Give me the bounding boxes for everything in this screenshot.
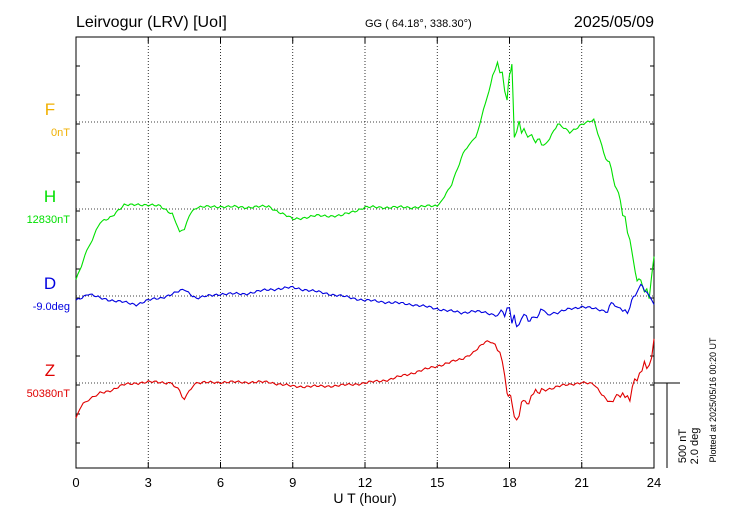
series-name-H: H [44,187,56,206]
axis-ticks: 0 3 6 9 12 15 18 21 24 [72,36,661,490]
x-tick-label: 12 [358,475,372,490]
coords-label: GG ( 64.18°, 338.30°) [365,18,472,30]
series-baseline-F: 0nT [51,127,70,139]
x-tick-label: 6 [217,475,224,490]
series-labels: F 0nT H 12830nT D -9.0deg Z 50380nT [27,100,71,400]
series-name-Z: Z [45,361,55,380]
x-tick-label: 21 [575,475,589,490]
grid-lines [76,37,654,468]
x-tick-label: 18 [502,475,516,490]
plotted-note: Plotted at 2025/05/16 00:20 UT [708,337,718,463]
series-name-D: D [44,274,56,293]
station-title: Leirvogur (LRV) [UoI] [76,14,227,31]
date-label: 2025/05/09 [574,14,654,31]
series-line-D [75,283,655,328]
series-baseline-H: 12830nT [27,214,71,226]
series-baseline-D: -9.0deg [33,301,70,313]
x-tick-label: 3 [145,475,152,490]
x-tick-label: 24 [647,475,661,490]
x-axis-label: U T (hour) [333,490,396,506]
series-lines [75,60,655,421]
x-tick-label: 0 [72,475,79,490]
series-baseline-Z: 50380nT [27,388,71,400]
scale-nt-label: 500 nT [677,429,689,464]
scale-bar: 500 nT 2.0 deg [654,382,701,468]
series-line-H [75,60,655,299]
series-name-F: F [45,100,55,119]
x-tick-label: 15 [430,475,444,490]
series-line-Z [75,338,655,421]
scale-deg-label: 2.0 deg [689,428,701,465]
x-tick-label: 9 [289,475,296,490]
